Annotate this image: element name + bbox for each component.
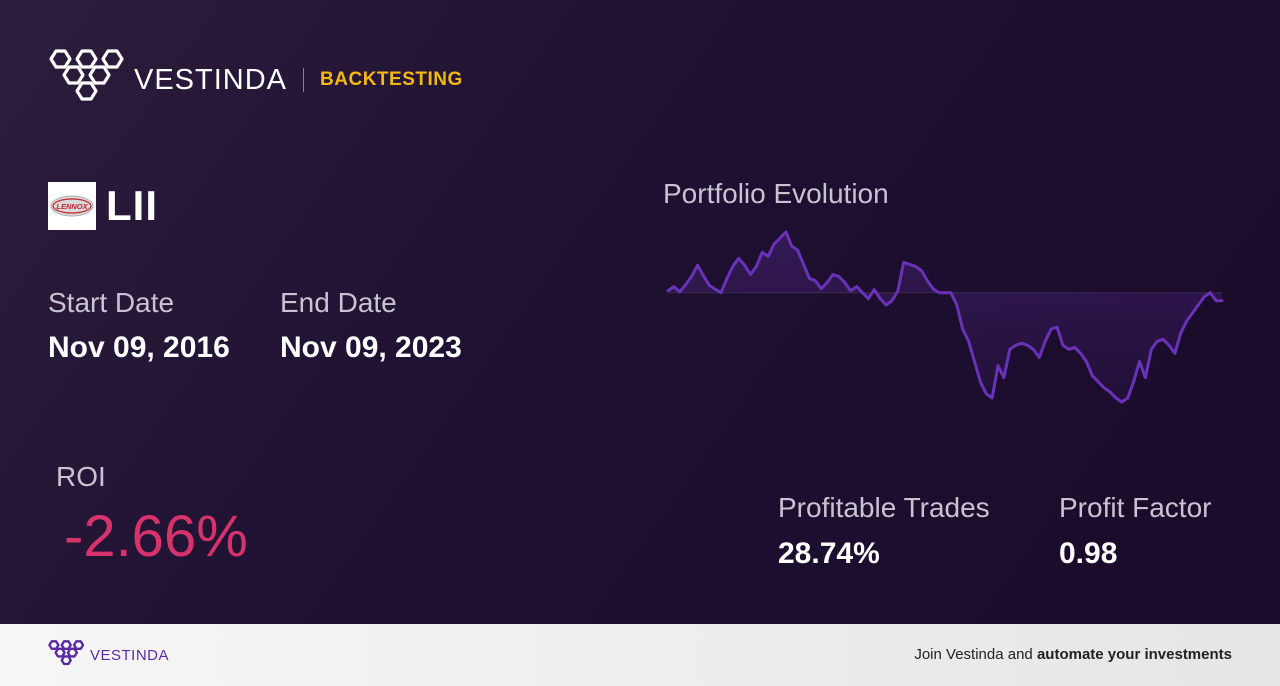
roi-value: -2.66%	[64, 504, 248, 569]
start-date-label: Start Date	[48, 287, 175, 318]
footer-brand[interactable]: VESTINDA	[48, 639, 169, 671]
backtest-card: VESTINDA BACKTESTING LENNOX LII Start Da…	[0, 0, 1280, 624]
footer-cta-link[interactable]: Join Vestinda and automate your investme…	[914, 646, 1232, 663]
roi-label: ROI	[56, 461, 106, 492]
ticker-block: LENNOX LII	[48, 182, 158, 230]
hexagon-cluster-logo-icon	[49, 49, 124, 101]
portfolio-evolution-chart	[666, 230, 1224, 404]
footer-brand-name: VESTINDA	[90, 646, 170, 664]
profitable-trades-label: Profitable Trades	[778, 492, 990, 523]
chart-title: Portfolio Evolution	[663, 178, 889, 209]
portfolio-series-line	[666, 230, 1224, 404]
profit-factor-label: Profit Factor	[1059, 492, 1212, 523]
brand-header: VESTINDA BACKTESTING	[48, 48, 463, 112]
company-logo-text: LENNOX	[56, 202, 88, 211]
profitable-trades-value: 28.74%	[778, 537, 880, 570]
brand-name: VESTINDA	[134, 63, 288, 96]
section-tag: BACKTESTING	[320, 69, 463, 90]
portfolio-area-fill	[668, 232, 1222, 402]
profit-factor-value: 0.98	[1059, 537, 1118, 570]
footer-logo-icon	[48, 640, 84, 666]
brand-divider	[303, 68, 305, 92]
footer: VESTINDA Join Vestinda and automate your…	[0, 624, 1280, 686]
footer-cta-bold: automate your investments	[1036, 646, 1232, 663]
ticker-symbol: LII	[106, 182, 158, 229]
footer-cta-prefix: Join Vestinda and	[914, 646, 1037, 663]
end-date-value: Nov 09, 2023	[280, 331, 462, 364]
start-date-value: Nov 09, 2016	[48, 331, 230, 364]
end-date-label: End Date	[280, 287, 397, 318]
company-logo: LENNOX	[48, 182, 96, 230]
